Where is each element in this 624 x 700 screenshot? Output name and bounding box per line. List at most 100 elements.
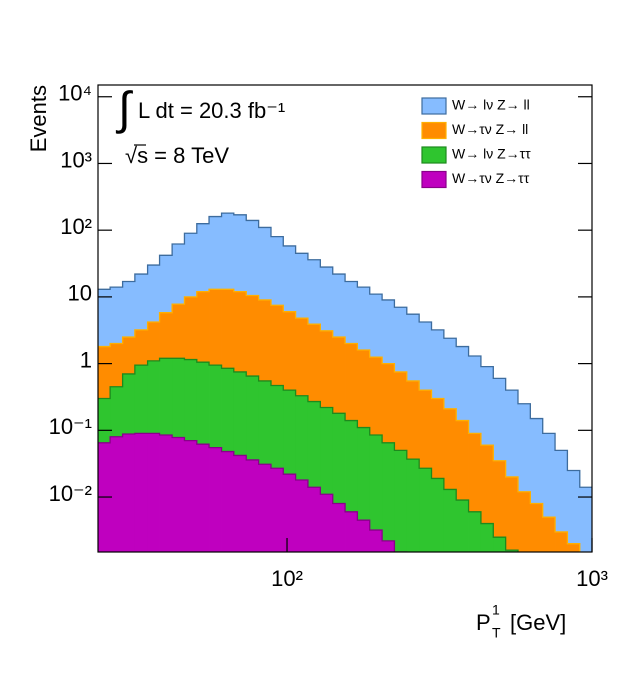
legend-swatch [421, 146, 447, 164]
histogram-bar [209, 447, 222, 552]
histogram-bar [184, 359, 198, 441]
histogram-bar [307, 324, 321, 402]
histogram-bar [431, 478, 445, 552]
stack-outline [98, 288, 581, 552]
histogram-bar [221, 368, 235, 452]
histogram-bar [184, 233, 198, 297]
histogram-bar [431, 329, 445, 399]
histogram-bar [159, 255, 173, 313]
histogram-bar [184, 440, 198, 552]
histogram-bar [221, 289, 235, 369]
histogram-bar [431, 398, 445, 479]
histogram-bar [307, 487, 321, 552]
histogram-bar [406, 380, 420, 460]
y-axis-label: Events [26, 85, 51, 152]
histogram-bar [134, 433, 148, 552]
histogram-bar [258, 464, 272, 552]
histogram-bar [320, 407, 334, 495]
x-tick-label: 10³ [576, 566, 608, 591]
histogram-bar [419, 390, 432, 469]
histogram-bar [369, 435, 383, 531]
histogram-bar [258, 227, 272, 300]
stack-outline [98, 212, 592, 488]
histogram-bar [196, 291, 210, 363]
histogram-bar [209, 289, 222, 366]
histogram-bar [480, 523, 494, 552]
histogram-bar [480, 445, 494, 524]
y-tick-label: 10⁻¹ [49, 414, 92, 439]
histogram-bar [295, 480, 309, 552]
histogram-bar [406, 459, 420, 552]
histogram-bar [456, 346, 469, 421]
histogram-bar [307, 401, 321, 488]
histogram-bar [505, 390, 519, 477]
histogram-bar [357, 287, 371, 350]
histogram-bar [172, 358, 185, 438]
legend-label: W→τν Z→ ll [452, 121, 528, 137]
histogram-bar [110, 343, 124, 387]
histogram-bar [394, 552, 407, 562]
histogram-bar [406, 314, 420, 381]
histogram-bar [382, 299, 395, 364]
histogram-bar [419, 322, 432, 391]
histogram-bar [98, 398, 111, 443]
histogram-bar [196, 444, 210, 552]
histogram-bar [233, 455, 247, 552]
histogram-bar [382, 363, 395, 443]
histogram-bar [172, 437, 185, 552]
histogram-bar [270, 385, 284, 469]
histogram-bar [369, 530, 383, 552]
histogram-bar [345, 281, 358, 344]
histogram-bar [332, 413, 346, 504]
histogram-bar [134, 365, 148, 434]
histogram-bar [147, 433, 160, 552]
lumi-symbol: ∫ [115, 82, 133, 134]
histogram-bar [579, 487, 592, 552]
histogram-bar [98, 346, 111, 399]
energy-label: √s = 8 TeV [125, 143, 229, 168]
histogram-bar [147, 360, 160, 434]
histogram-bar [456, 500, 469, 552]
histogram-bar [345, 420, 358, 512]
histogram-bar [468, 511, 482, 552]
histogram-bar [394, 450, 408, 552]
legend-swatch [421, 170, 447, 189]
plot-frame [97, 84, 593, 553]
histogram-bar [517, 403, 531, 492]
histogram-bar [246, 220, 260, 296]
histogram-bar [159, 312, 173, 359]
legend-label: W→ lν Z→ττ [452, 146, 531, 162]
legend-swatch [421, 121, 447, 140]
histogram-bar [468, 356, 482, 434]
histogram-bar [394, 371, 408, 451]
histogram-bar [258, 380, 272, 465]
histogram-bar [196, 223, 210, 292]
histogram-bar [493, 460, 507, 538]
y-tick-label: 10⁴ [58, 81, 92, 106]
histogram-bar [122, 373, 136, 435]
y-tick-label: 10² [60, 214, 92, 239]
histogram-bar [110, 386, 124, 437]
x-tick-label: 10² [271, 566, 303, 591]
stack-outline [98, 432, 408, 552]
y-tick-label: 10³ [60, 147, 92, 172]
histogram-bar [332, 337, 346, 414]
histogram-bar [270, 305, 284, 386]
histogram-bar [209, 216, 222, 290]
histogram-bar [555, 531, 568, 552]
legend-swatch [421, 97, 447, 115]
histogram-bar [233, 291, 247, 372]
histogram-bar [443, 338, 457, 409]
histogram-bar [320, 494, 334, 552]
histogram-bar [110, 436, 124, 552]
histogram-bar [468, 433, 482, 512]
histogram-bar [110, 287, 124, 344]
histogram-bar [345, 511, 358, 552]
histogram-bar [172, 244, 185, 305]
y-tick-label: 1 [80, 347, 92, 372]
histogram-bar [246, 376, 260, 460]
histogram-bar [530, 418, 544, 504]
stack-outline [98, 357, 519, 552]
histogram-bar [233, 214, 247, 292]
histogram-bar [357, 427, 371, 521]
